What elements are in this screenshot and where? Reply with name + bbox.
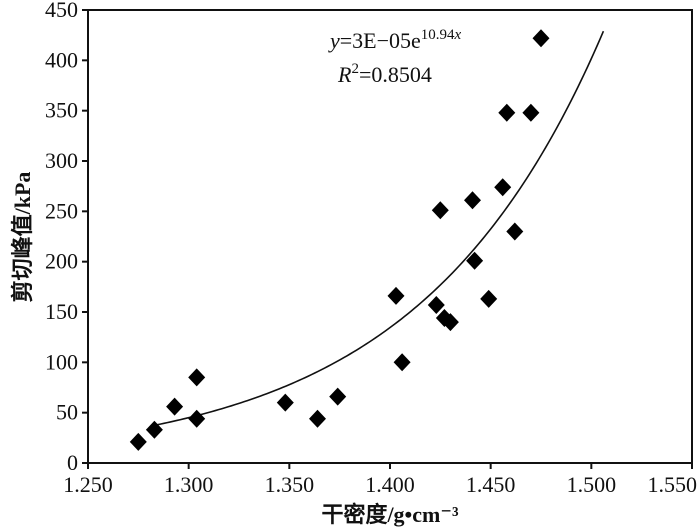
y-tick-label: 250 — [45, 198, 78, 223]
data-point — [506, 222, 524, 241]
x-tick-label: 1.250 — [63, 472, 113, 497]
y-tick-label: 300 — [45, 148, 78, 173]
data-point — [480, 289, 498, 308]
equation-lhs: y — [328, 28, 340, 53]
r-squared-symbol: R — [337, 62, 352, 87]
data-point — [498, 103, 516, 122]
data-point — [166, 397, 184, 416]
y-tick-label: 200 — [45, 249, 78, 274]
fit-curve — [154, 30, 605, 427]
r-squared: R2=0.8504 — [337, 61, 432, 87]
data-point — [309, 409, 326, 428]
r-squared-power: 2 — [351, 61, 359, 77]
data-points — [129, 29, 550, 451]
y-tick-label: 100 — [45, 349, 78, 374]
equation-exponent-variable: x — [454, 27, 462, 43]
data-point — [393, 353, 411, 372]
data-point — [427, 296, 445, 314]
data-point — [329, 387, 347, 406]
data-point — [188, 409, 206, 428]
data-point — [129, 432, 147, 451]
data-point — [145, 420, 163, 439]
data-point — [276, 393, 294, 412]
data-point — [464, 191, 481, 210]
axis-ticks: 0 50 100 150 200 250 300 350 400 450 1.250 1.300 1.3… — [45, 0, 697, 497]
y-tick-label: 350 — [45, 98, 78, 123]
y-axis-label: 剪切峰值/kPa — [10, 172, 35, 303]
fit-equation: y=3E−05e10.94x — [328, 27, 462, 53]
x-tick-label: 1.400 — [365, 472, 415, 497]
equation-coefficient: =3E−05e — [340, 28, 421, 53]
data-point — [387, 286, 405, 305]
x-tick-label: 1.350 — [265, 472, 315, 497]
y-tick-label: 400 — [45, 47, 78, 72]
data-point — [532, 29, 550, 48]
data-point — [431, 201, 449, 220]
data-point — [522, 103, 540, 122]
x-tick-label: 1.300 — [164, 472, 214, 497]
y-tick-label: 450 — [45, 0, 78, 22]
plot-frame — [87, 9, 693, 464]
y-tick-label: 50 — [56, 400, 78, 425]
data-point — [188, 368, 206, 387]
y-tick-label: 150 — [45, 299, 78, 324]
x-tick-label: 1.450 — [466, 472, 516, 497]
x-axis-label: 干密度/g•cm⁻³ — [321, 502, 459, 527]
r-squared-value: =0.8504 — [359, 62, 432, 87]
y-tick-label: 0 — [67, 450, 78, 475]
equation-exponent: 10.94 — [421, 27, 455, 43]
data-point — [494, 178, 512, 197]
data-point — [466, 251, 484, 270]
x-tick-label: 1.550 — [648, 472, 698, 497]
x-tick-label: 1.500 — [567, 472, 617, 497]
data-point — [441, 313, 459, 332]
